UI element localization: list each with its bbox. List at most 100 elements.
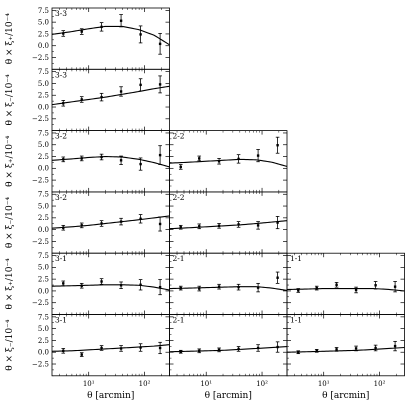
data-point bbox=[119, 284, 123, 287]
data-point bbox=[393, 344, 397, 348]
y-axis-label: θ × ξ₋/10⁻⁴ bbox=[5, 319, 15, 371]
panel-3-1-plus: −2.5 0.0 2.5 5.0 7.5 3-1 θ × ξ₊/10⁻⁴ bbox=[5, 252, 170, 315]
data-point bbox=[62, 226, 65, 229]
data-point bbox=[80, 353, 83, 356]
data-point bbox=[119, 347, 123, 350]
data-point bbox=[139, 33, 142, 36]
y-tick-label: 2.5 bbox=[38, 276, 49, 284]
y-tick-label: 7.5 bbox=[38, 68, 49, 76]
y-tick-label: 5.0 bbox=[38, 325, 49, 333]
data-point bbox=[354, 288, 358, 292]
y-tick-label: 2.5 bbox=[38, 30, 49, 38]
panel-label: 3-2 bbox=[55, 132, 67, 141]
panel-frame bbox=[286, 252, 405, 315]
data-point bbox=[139, 346, 142, 349]
x-tick-label: 10² bbox=[374, 380, 386, 388]
data-point bbox=[100, 222, 103, 225]
data-point bbox=[297, 289, 300, 292]
data-point bbox=[198, 225, 201, 228]
data-point bbox=[335, 283, 338, 286]
y-tick-label: 5.0 bbox=[38, 80, 49, 88]
model-curve bbox=[169, 286, 288, 291]
data-point bbox=[62, 349, 65, 353]
panel-label: 2-2 bbox=[173, 193, 185, 202]
model-curve bbox=[169, 346, 288, 353]
panel-frame bbox=[169, 130, 288, 193]
data-point bbox=[158, 285, 162, 289]
y-axis-label: θ × ξ₊/10⁻⁴ bbox=[5, 258, 15, 310]
data-point bbox=[237, 223, 240, 226]
model-curve bbox=[51, 284, 170, 291]
model-curve bbox=[51, 85, 170, 106]
data-point bbox=[100, 346, 103, 350]
y-tick-label: 7.5 bbox=[38, 313, 49, 321]
data-point bbox=[374, 284, 377, 287]
y-tick-label: 7.5 bbox=[38, 7, 49, 15]
data-point bbox=[80, 224, 83, 227]
panel-label: 2-1 bbox=[173, 316, 185, 325]
y-tick-label: 7.5 bbox=[38, 252, 49, 260]
data-point bbox=[237, 157, 240, 161]
panel-2-1-minus: 2-1 bbox=[169, 314, 288, 377]
panel-frame bbox=[286, 314, 405, 377]
data-point bbox=[62, 282, 65, 285]
data-point bbox=[158, 153, 162, 157]
data-point bbox=[256, 154, 260, 157]
y-tick-label: −2.5 bbox=[32, 115, 49, 123]
data-point bbox=[237, 347, 240, 351]
panel-label: 3-1 bbox=[55, 254, 67, 263]
y-tick-label: 0.0 bbox=[38, 349, 49, 357]
x-axis-label: θ [arcmin] bbox=[87, 391, 134, 401]
data-point bbox=[62, 32, 65, 35]
data-point bbox=[62, 102, 65, 105]
y-tick-label: 2.5 bbox=[38, 214, 49, 222]
panel-frame bbox=[169, 252, 288, 315]
x-tick-label: 10¹ bbox=[200, 380, 212, 388]
data-point bbox=[100, 155, 103, 159]
x-axis-label: θ [arcmin] bbox=[322, 391, 369, 401]
data-point bbox=[139, 283, 142, 286]
y-tick-label: 5.0 bbox=[38, 19, 49, 27]
panel-1-1-minus: 1-1 bbox=[286, 314, 405, 377]
data-point bbox=[158, 222, 162, 226]
model-curve bbox=[51, 156, 170, 168]
data-point bbox=[119, 159, 123, 162]
y-axis-label: θ × ξ₋/10⁻⁴ bbox=[5, 197, 15, 249]
data-point bbox=[139, 217, 142, 220]
data-point bbox=[276, 221, 279, 224]
data-point bbox=[297, 351, 300, 354]
data-point bbox=[198, 349, 201, 353]
data-point bbox=[217, 348, 221, 352]
data-point bbox=[80, 98, 83, 101]
data-point bbox=[119, 90, 123, 93]
data-point bbox=[217, 160, 221, 163]
data-point bbox=[315, 349, 318, 353]
data-point bbox=[315, 286, 318, 290]
panel-1-1-plus: 1-1 bbox=[286, 252, 405, 315]
x-tick-label: 10¹ bbox=[318, 380, 330, 388]
model-curve bbox=[169, 220, 288, 230]
data-point bbox=[354, 347, 358, 350]
y-tick-label: 0.0 bbox=[38, 226, 49, 234]
panel-label: 1-1 bbox=[290, 316, 302, 325]
x-tick-label: 10¹ bbox=[83, 380, 95, 388]
model-curve bbox=[286, 346, 405, 353]
data-point bbox=[276, 276, 279, 279]
data-point bbox=[80, 157, 83, 160]
panel-label: 2-2 bbox=[173, 132, 185, 141]
y-tick-label: 7.5 bbox=[38, 129, 49, 137]
data-point bbox=[198, 157, 201, 160]
panel-3-2-minus: −2.5 0.0 2.5 5.0 7.5 3-2 θ × ξ₋/10⁻⁴ bbox=[5, 191, 170, 254]
data-point bbox=[276, 144, 279, 147]
y-tick-label: 0.0 bbox=[38, 42, 49, 50]
y-tick-label: 5.0 bbox=[38, 264, 49, 272]
model-curve bbox=[51, 215, 170, 229]
data-point bbox=[100, 25, 103, 29]
panel-2-1-plus: 2-1 bbox=[169, 252, 288, 315]
panel-frame bbox=[51, 68, 170, 132]
y-tick-label: −2.5 bbox=[32, 54, 49, 62]
panel-3-1-minus: −2.5 0.0 2.5 5.0 7.5 3-1 θ × ξ₋/10⁻⁴ bbox=[5, 313, 170, 377]
model-curve bbox=[51, 25, 170, 46]
y-tick-label: 0.0 bbox=[38, 103, 49, 111]
panel-label: 1-1 bbox=[290, 254, 302, 263]
